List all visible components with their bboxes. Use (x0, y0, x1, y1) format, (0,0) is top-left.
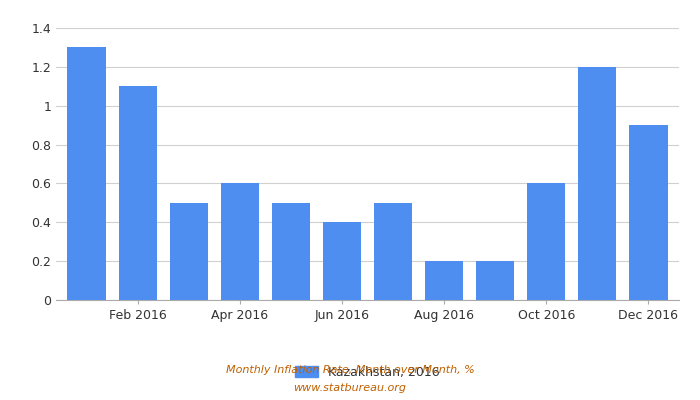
Bar (374, 203, 412, 300)
Text: Monthly Inflation Rate, Month over Month, %: Monthly Inflation Rate, Month over Month… (225, 365, 475, 375)
Bar (323, 222, 361, 300)
Bar (272, 203, 310, 300)
Bar (67, 48, 106, 300)
Bar (169, 203, 208, 300)
Bar (425, 261, 463, 300)
Bar (220, 184, 259, 300)
Bar (578, 67, 617, 300)
Legend: Kazakhstan, 2016: Kazakhstan, 2016 (295, 366, 440, 379)
Text: www.statbureau.org: www.statbureau.org (293, 383, 407, 393)
Bar (629, 125, 668, 300)
Bar (476, 261, 514, 300)
Bar (118, 86, 157, 300)
Bar (527, 184, 566, 300)
